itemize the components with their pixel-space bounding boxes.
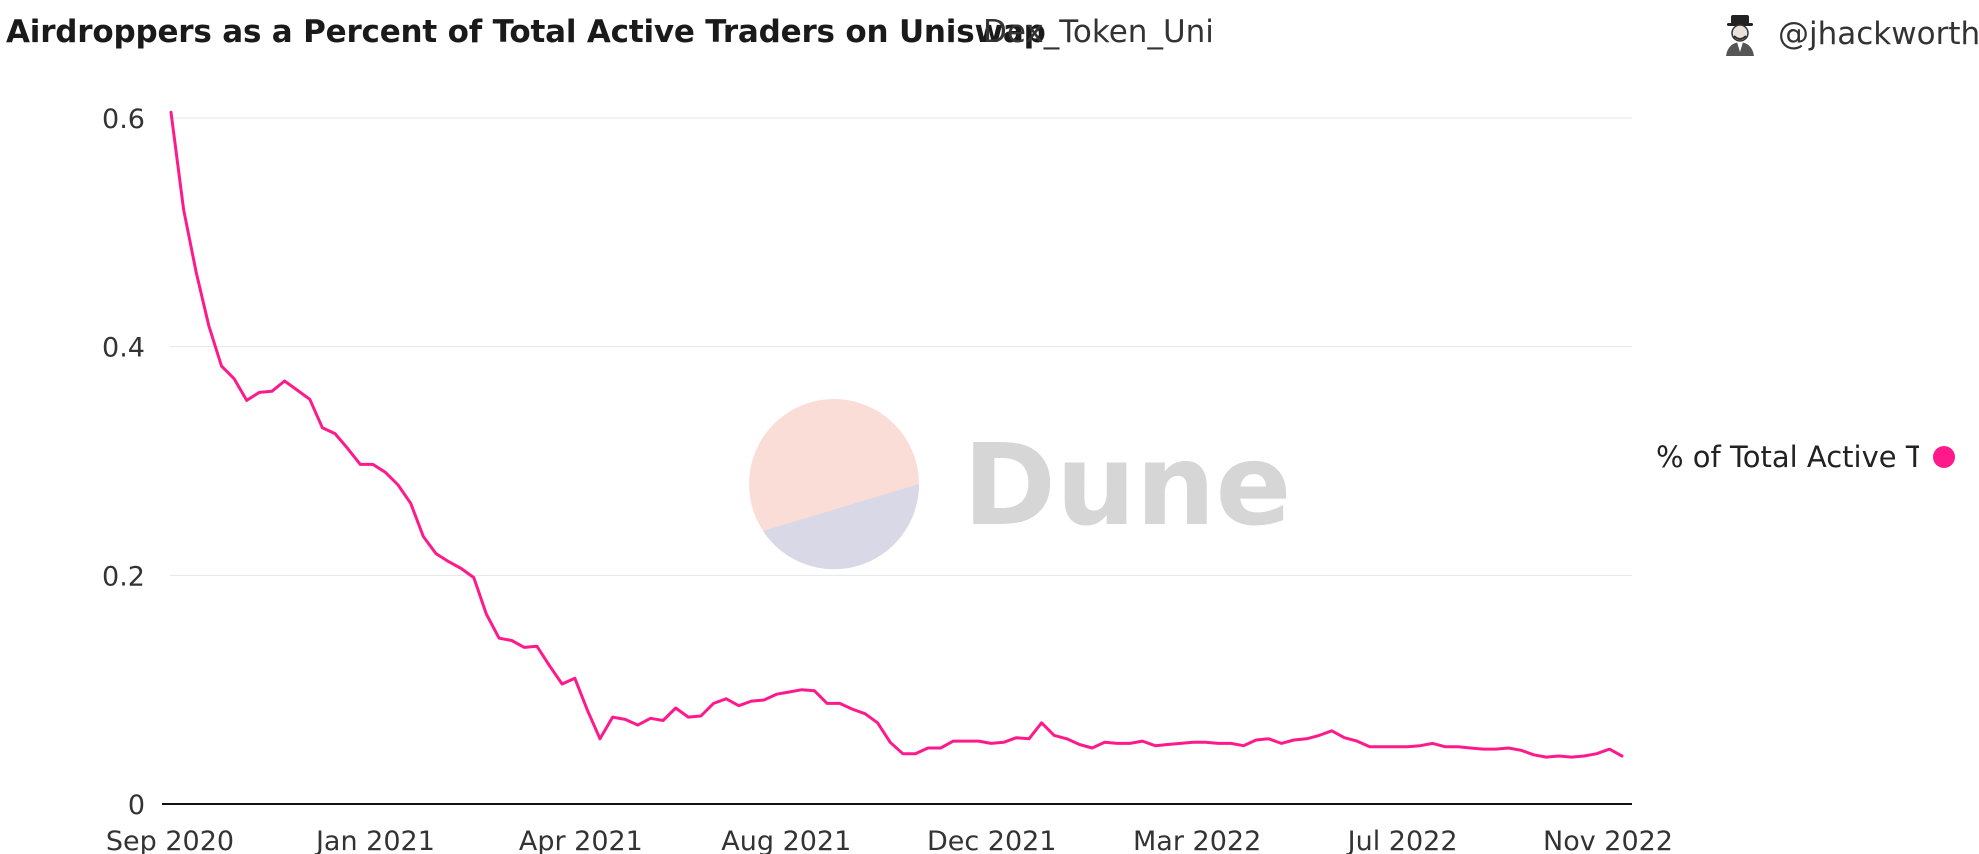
x-tick-label: Jan 2021: [314, 826, 435, 854]
x-tick-label: Dec 2021: [927, 826, 1057, 854]
query-name[interactable]: Dex_Token_Uni: [983, 14, 1214, 50]
legend[interactable]: % of Total Active T: [1656, 440, 1955, 474]
author-badge[interactable]: @jhackworth: [1718, 12, 1979, 56]
y-tick-label: 0.6: [102, 104, 145, 135]
plot-area: [169, 110, 1624, 759]
chart-header: Airdroppers as a Percent of Total Active…: [0, 0, 1979, 64]
watermark-text: Dune: [963, 421, 1291, 551]
author-name: @jhackworth: [1778, 16, 1979, 52]
x-tick-label: Sep 2020: [106, 826, 234, 854]
x-tick-label: Nov 2022: [1543, 826, 1673, 854]
legend-marker: [1933, 446, 1955, 468]
y-tick-label: 0: [128, 790, 145, 821]
x-axis: Sep 2020 Jan 2021 Apr 2021 Aug 2021 Dec 2021…: [106, 803, 1673, 854]
x-tick-label: Apr 2021: [519, 826, 643, 854]
x-tick-label: Aug 2021: [721, 826, 851, 854]
x-tick-label: Jul 2022: [1346, 826, 1458, 854]
y-tick-label: 0.4: [102, 333, 145, 364]
y-axis: 0 0.2 0.4 0.6: [102, 104, 145, 821]
legend-label: % of Total Active T: [1656, 440, 1919, 474]
chart-title: Airdroppers as a Percent of Total Active…: [6, 14, 1046, 50]
x-tick-label: Mar 2022: [1133, 826, 1261, 854]
series-line: [169, 110, 1624, 759]
avatar-icon: [1726, 15, 1754, 56]
grid-lines: [170, 117, 1632, 576]
y-tick-label: 0.2: [102, 561, 145, 592]
dune-watermark: Dune: [749, 399, 1291, 570]
